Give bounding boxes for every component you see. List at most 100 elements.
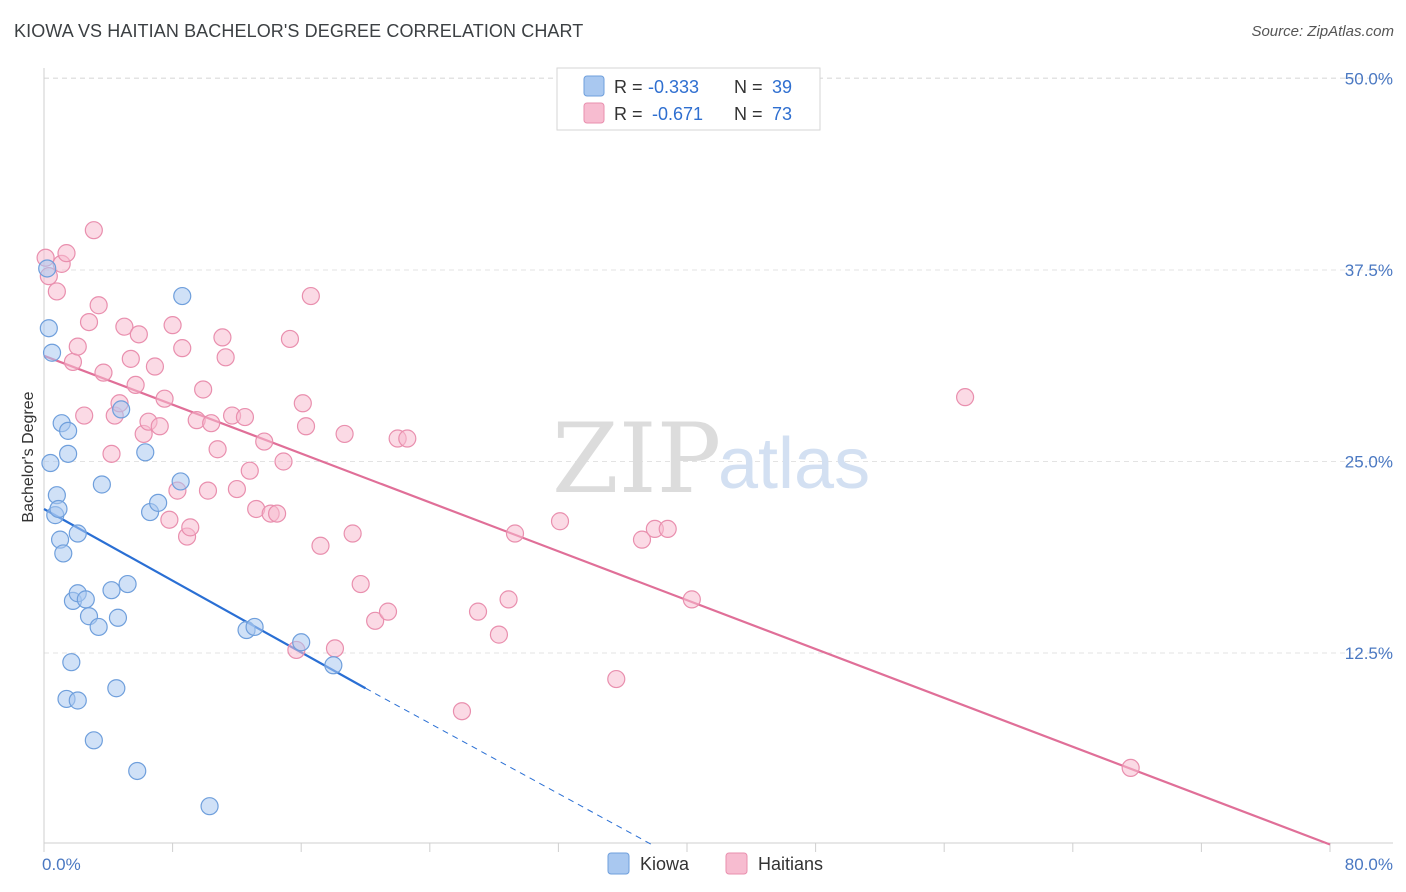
- point-haitians-4: [57, 244, 76, 263]
- watermark: ZIP atlas: [552, 403, 870, 515]
- point-kiowa-21: [89, 617, 108, 637]
- point-haitians-21: [145, 357, 165, 376]
- legend-n-value-haitians: 73: [772, 104, 792, 124]
- point-haitians-48: [293, 394, 312, 413]
- data-points: [36, 221, 1140, 816]
- point-haitians-12: [102, 444, 121, 463]
- series-legend: Kiowa Haitians: [607, 852, 823, 875]
- point-haitians-57: [378, 602, 398, 621]
- point-haitians-25: [163, 316, 182, 335]
- x-tick-label-start: 0.0%: [42, 855, 81, 874]
- point-haitians-70: [682, 590, 701, 609]
- point-haitians-66: [607, 669, 626, 689]
- point-haitians-50: [301, 286, 320, 306]
- x-tick-label-end: 80.0%: [1345, 855, 1393, 874]
- point-kiowa-0: [38, 259, 57, 278]
- point-kiowa-17: [68, 524, 87, 543]
- point-haitians-7: [75, 406, 94, 425]
- point-kiowa-32: [171, 472, 190, 491]
- point-haitians-39: [235, 407, 255, 427]
- legend-swatch-haitians-bottom: [725, 852, 748, 875]
- point-kiowa-9: [54, 544, 73, 563]
- point-haitians-27: [173, 339, 192, 358]
- legend-r-label-haitians: R =: [614, 104, 648, 124]
- point-haitians-31: [194, 380, 213, 399]
- point-kiowa-11: [59, 444, 78, 463]
- legend-n-value-kiowa: 39: [772, 77, 792, 97]
- legend-r-label-kiowa: R =: [614, 77, 648, 97]
- point-haitians-40: [240, 461, 259, 480]
- point-haitians-46: [280, 329, 300, 349]
- point-kiowa-16: [68, 691, 87, 710]
- point-haitians-29: [181, 518, 200, 537]
- point-kiowa-18: [76, 590, 95, 609]
- point-haitians-53: [335, 424, 354, 444]
- legend-label-kiowa: Kiowa: [640, 854, 690, 874]
- point-kiowa-24: [107, 679, 126, 698]
- legend-swatch-haitians: [583, 102, 605, 124]
- x-tick-labels: 0.0% 80.0%: [42, 855, 1393, 874]
- point-haitians-35: [213, 328, 232, 347]
- point-kiowa-34: [200, 797, 219, 816]
- point-kiowa-28: [128, 761, 147, 781]
- point-haitians-6: [68, 337, 87, 356]
- point-kiowa-20: [84, 731, 103, 750]
- point-kiowa-2: [42, 343, 62, 362]
- point-haitians-24: [160, 510, 179, 529]
- grid-lines: [44, 77, 1393, 654]
- point-kiowa-22: [92, 475, 111, 494]
- point-haitians-16: [121, 349, 140, 368]
- point-haitians-61: [468, 602, 488, 621]
- point-kiowa-1: [39, 319, 58, 338]
- point-kiowa-10: [59, 421, 78, 440]
- point-haitians-9: [84, 221, 103, 240]
- point-haitians-63: [499, 590, 518, 609]
- legend-swatch-kiowa-bottom: [607, 852, 630, 875]
- point-haitians-2: [47, 282, 66, 301]
- trend-line-kiowa-extension: [365, 687, 652, 845]
- point-haitians-17: [126, 375, 145, 394]
- y-tick-labels: 12.5% 25.0% 37.5% 50.0%: [1345, 70, 1393, 664]
- point-haitians-32: [198, 481, 218, 500]
- point-haitians-5: [63, 352, 83, 372]
- point-haitians-72: [1121, 758, 1140, 778]
- point-haitians-67: [632, 530, 652, 549]
- point-haitians-23: [155, 389, 174, 408]
- point-kiowa-27: [118, 574, 137, 594]
- legend-label-haitians: Haitians: [758, 854, 823, 874]
- legend-swatch-kiowa: [583, 75, 605, 97]
- point-haitians-33: [202, 414, 221, 433]
- point-kiowa-23: [102, 581, 121, 600]
- trend-line-kiowa: [43, 508, 367, 690]
- point-kiowa-6: [49, 499, 68, 519]
- point-haitians-11: [94, 363, 113, 382]
- point-haitians-65: [550, 512, 570, 531]
- point-kiowa-26: [112, 400, 131, 419]
- y-tick-label-1: 25.0%: [1345, 453, 1393, 472]
- point-haitians-51: [311, 536, 330, 555]
- legend-n-label-haitians: N =: [734, 104, 768, 124]
- legend-r-value-kiowa: -0.333: [648, 77, 699, 97]
- point-haitians-18: [129, 325, 148, 344]
- point-haitians-52: [325, 639, 345, 658]
- point-haitians-54: [343, 524, 362, 543]
- point-kiowa-33: [173, 286, 192, 306]
- point-kiowa-25: [108, 608, 128, 627]
- point-haitians-55: [351, 574, 370, 594]
- point-haitians-69: [658, 519, 677, 539]
- point-haitians-71: [955, 388, 975, 407]
- point-kiowa-29: [136, 443, 155, 462]
- point-haitians-10: [89, 296, 108, 315]
- watermark-atlas: atlas: [718, 424, 870, 504]
- legend-n-label-kiowa: N =: [734, 77, 768, 97]
- watermark-zip: ZIP: [552, 403, 721, 515]
- point-haitians-56: [366, 611, 385, 630]
- point-haitians-64: [505, 524, 525, 543]
- point-kiowa-37: [292, 633, 311, 652]
- y-axis-label: Bachelor's Degree: [20, 391, 37, 522]
- point-haitians-22: [150, 417, 169, 436]
- legend-r-value-haitians: -0.671: [652, 104, 703, 124]
- point-haitians-59: [398, 429, 417, 448]
- y-tick-label-2: 37.5%: [1345, 261, 1393, 280]
